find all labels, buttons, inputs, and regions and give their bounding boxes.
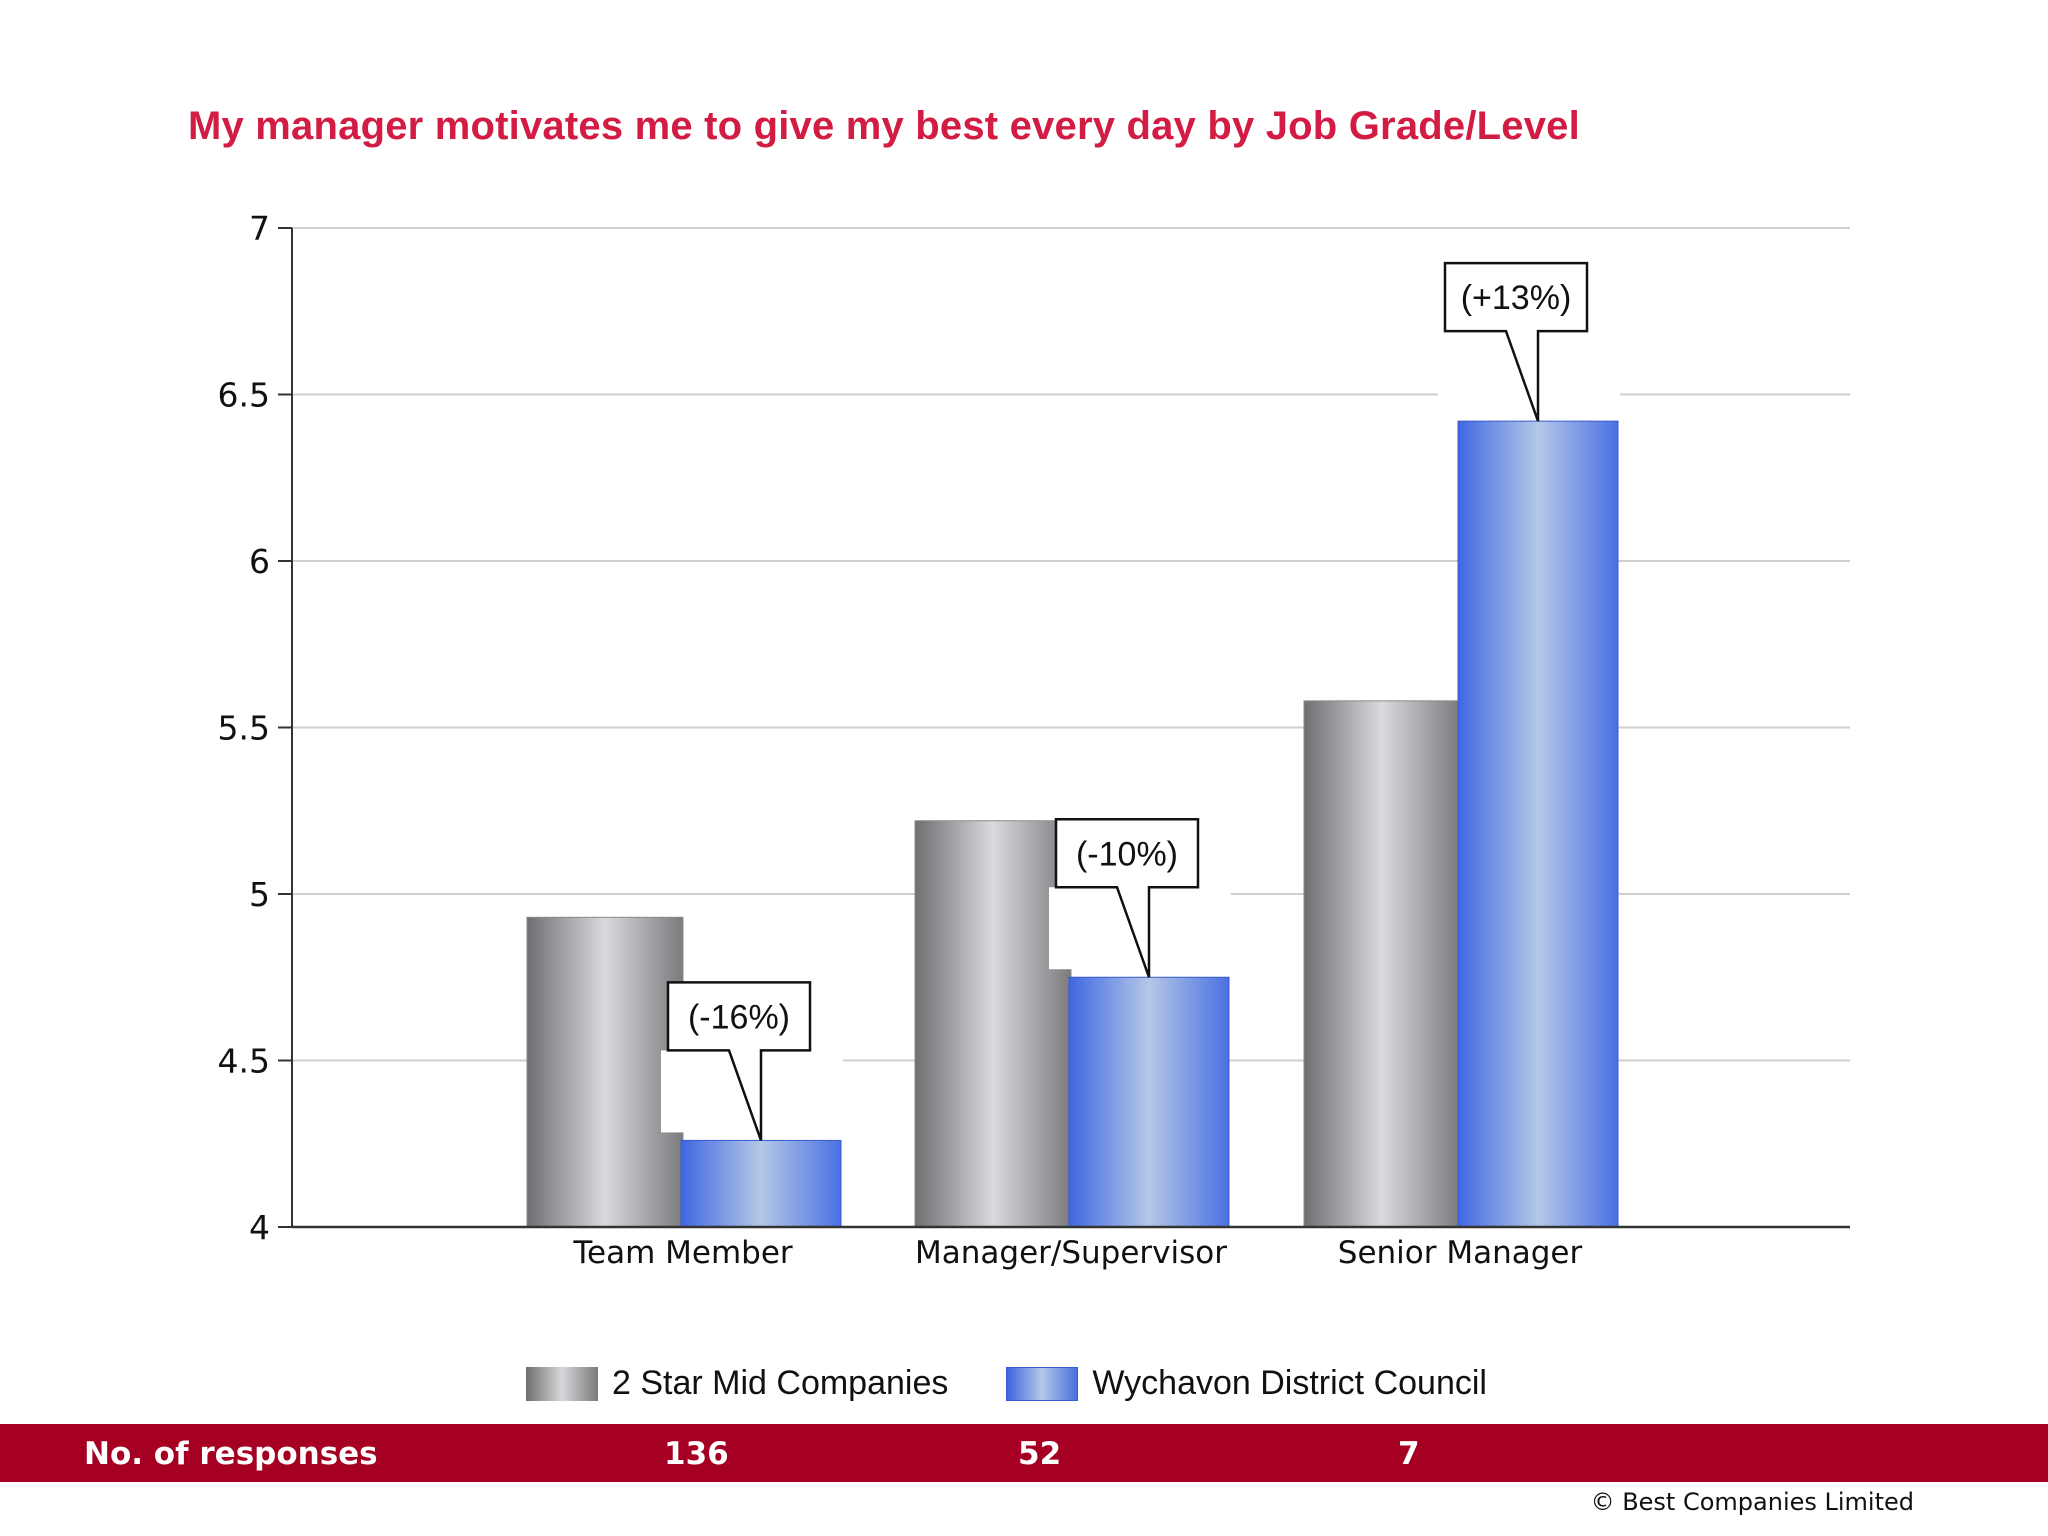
legend-swatch-blue bbox=[1006, 1366, 1079, 1401]
bar-2-star-mid-companies-manager-supervisor bbox=[914, 820, 1072, 1228]
y-tick-label: 5.5 bbox=[218, 709, 270, 748]
bar-wychavon-district-council-senior-manager bbox=[1457, 420, 1619, 1228]
callout-team-member: (-16%) bbox=[661, 981, 843, 1141]
x-tick-label: Team Member bbox=[572, 1235, 793, 1271]
y-tick-label: 4.5 bbox=[218, 1042, 270, 1081]
responses-count-senior-manager: 7 bbox=[1398, 1436, 1420, 1472]
bar-wychavon-district-council-team-member bbox=[680, 1139, 842, 1228]
legend-item-wychavon-district-council: Wychavon District Council bbox=[1006, 1364, 1487, 1403]
responses-count-team-member: 136 bbox=[664, 1436, 729, 1472]
y-tick-label: 6.5 bbox=[218, 376, 270, 415]
x-tick-label: Senior Manager bbox=[1338, 1235, 1583, 1271]
callout-manager-supervisor: (-10%) bbox=[1049, 818, 1231, 978]
responses-label: No. of responses bbox=[84, 1436, 378, 1472]
bar-wychavon-district-council-manager-supervisor bbox=[1068, 976, 1230, 1228]
responses-bar: No. of responses 136 52 7 bbox=[0, 1424, 2048, 1482]
callout-senior-manager: (+13%) bbox=[1438, 261, 1620, 422]
chart-title: My manager motivates me to give my best … bbox=[188, 104, 1580, 148]
callout-label: (-10%) bbox=[1076, 835, 1178, 873]
y-tick-label: 4 bbox=[249, 1208, 270, 1247]
callout-label: (-16%) bbox=[688, 998, 790, 1036]
callout-box bbox=[1443, 261, 1589, 422]
y-tick-label: 6 bbox=[249, 542, 270, 581]
callout-box bbox=[666, 981, 812, 1141]
legend-label: 2 Star Mid Companies bbox=[612, 1364, 949, 1402]
legend-label: Wychavon District Council bbox=[1092, 1364, 1487, 1402]
x-tick-label: Manager/Supervisor bbox=[915, 1235, 1227, 1271]
legend-item-2-star-mid-companies: 2 Star Mid Companies bbox=[526, 1364, 948, 1403]
callout-label: (+13%) bbox=[1461, 279, 1572, 317]
callout-box bbox=[1054, 818, 1200, 978]
legend-swatch-gray bbox=[526, 1366, 598, 1401]
copyright-notice: © Best Companies Limited bbox=[1590, 1488, 1914, 1516]
bar-2-star-mid-companies-team-member bbox=[526, 916, 684, 1228]
bar-2-star-mid-companies-senior-manager bbox=[1303, 700, 1461, 1228]
bar-chart: 4 4.5 5 5.5 6 6.5 7 Team Member Manager/Supervis… bbox=[218, 209, 1850, 1271]
legend: 2 Star Mid Companies Wychavon District C… bbox=[526, 1364, 1545, 1403]
responses-count-manager-supervisor: 52 bbox=[1018, 1436, 1062, 1472]
y-tick-label: 5 bbox=[249, 875, 270, 914]
y-tick-label: 7 bbox=[249, 209, 270, 248]
